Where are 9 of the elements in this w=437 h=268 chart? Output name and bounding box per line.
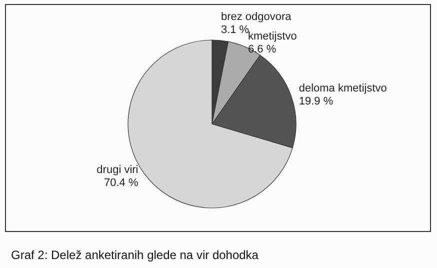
slice-label: brez odgovora (220, 10, 292, 23)
text: Graf 2: Delež anketiranih glede na vir dohodka (11, 248, 259, 262)
slice-label: kmetijstvo (248, 30, 297, 43)
data-label: 3.1 % (220, 24, 250, 36)
data-label: 70.4 % (104, 177, 138, 190)
data-label: 19.9 % (298, 95, 334, 108)
slice-label: deloma kmetijstvo (298, 82, 387, 94)
data-label: 6.6 % (248, 44, 276, 56)
slice-label: drugi viri (96, 164, 138, 176)
